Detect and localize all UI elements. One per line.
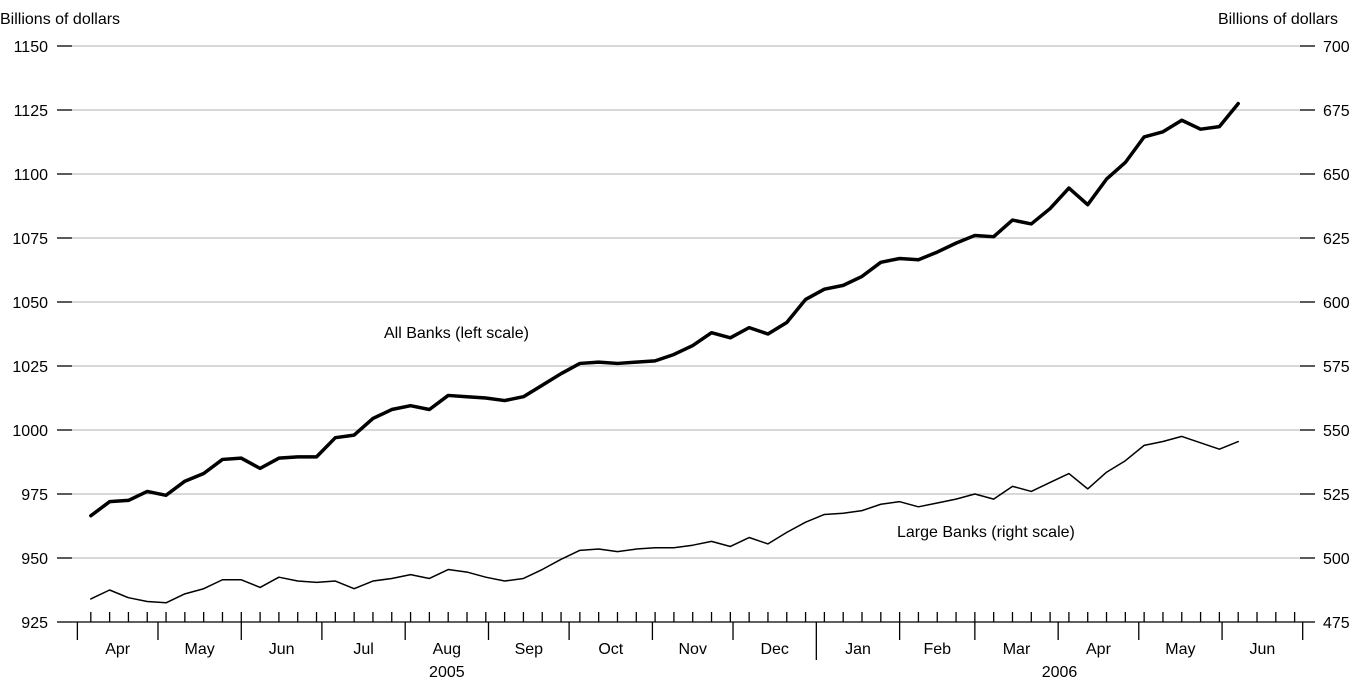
- left-y-tick-label: 1100: [14, 167, 49, 184]
- axes: [57, 45, 1315, 660]
- series-lines: [89, 101, 1240, 604]
- right-axis-title: Billions of dollars: [1218, 11, 1338, 28]
- series-label-large-banks: Large Banks (right scale): [897, 524, 1075, 541]
- right-y-tick-label: 625: [1323, 231, 1350, 248]
- right-y-tick-label: 475: [1323, 615, 1350, 632]
- right-y-tick-label: 600: [1323, 295, 1350, 312]
- x-month-label: Jun: [1249, 641, 1275, 658]
- left-y-tick-label: 975: [21, 487, 48, 504]
- labels: Billions of dollars Billions of dollars …: [0, 11, 1350, 681]
- series-line-all-banks: [89, 101, 1240, 518]
- right-y-tick-label: 700: [1323, 39, 1350, 56]
- left-y-tick-label: 925: [21, 615, 48, 632]
- x-month-label: May: [185, 641, 215, 658]
- x-month-label: Aug: [433, 641, 461, 658]
- x-month-label: Apr: [1086, 641, 1112, 658]
- right-y-tick-label: 675: [1323, 103, 1350, 120]
- right-y-tick-label: 550: [1323, 423, 1350, 440]
- x-month-label: Jan: [845, 641, 871, 658]
- right-y-tick-label: 500: [1323, 551, 1350, 568]
- left-y-tick-label: 1050: [12, 295, 48, 312]
- x-month-label: Jul: [353, 641, 373, 658]
- left-y-tick-label: 1000: [12, 423, 48, 440]
- gridlines: [72, 45, 1300, 559]
- x-month-label: Sep: [515, 641, 544, 658]
- x-month-label: Dec: [760, 641, 788, 658]
- right-y-tick-label: 575: [1323, 359, 1350, 376]
- x-year-label: 2005: [429, 664, 465, 681]
- x-month-label: Jun: [269, 641, 295, 658]
- x-month-label: Mar: [1003, 641, 1031, 658]
- right-y-tick-label: 525: [1323, 487, 1350, 504]
- left-y-tick-label: 1025: [12, 359, 48, 376]
- x-year-label: 2006: [1042, 664, 1078, 681]
- x-month-label: Apr: [105, 641, 131, 658]
- left-y-tick-label: 1075: [12, 231, 48, 248]
- right-y-tick-label: 650: [1323, 167, 1350, 184]
- series-label-all-banks: All Banks (left scale): [384, 325, 529, 342]
- x-month-label: Feb: [923, 641, 951, 658]
- x-month-label: May: [1165, 641, 1195, 658]
- left-y-tick-label: 950: [21, 551, 48, 568]
- x-month-label: Nov: [678, 641, 706, 658]
- x-month-label: Oct: [598, 641, 623, 658]
- left-y-tick-label: 1150: [14, 39, 49, 56]
- left-axis-title: Billions of dollars: [0, 11, 120, 28]
- left-y-tick-label: 1125: [14, 103, 49, 120]
- series-line-large-banks: [90, 435, 1239, 604]
